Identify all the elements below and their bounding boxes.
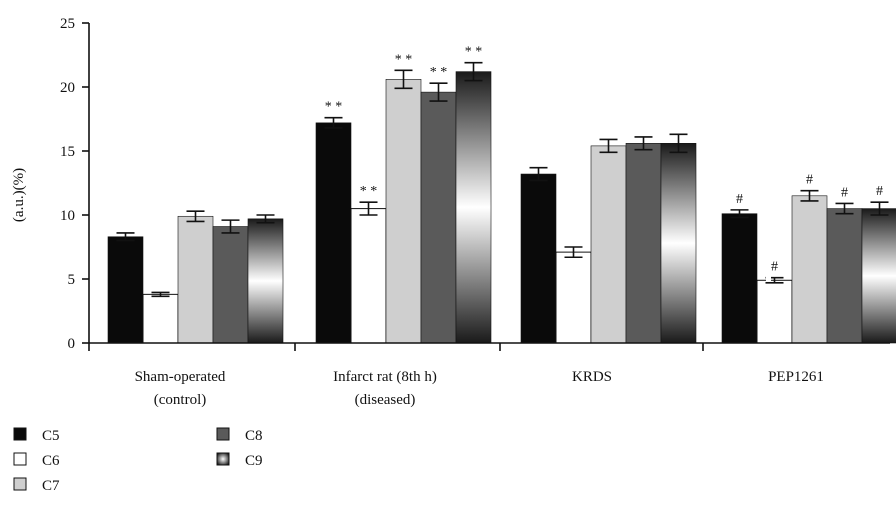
- bar-c8-group-1: [212, 226, 249, 344]
- x-category-label: Sham-operated: [135, 369, 226, 385]
- bar-c7-group-1: [177, 215, 214, 344]
- bar-c7-group-3: [590, 145, 627, 344]
- legend-swatch-c9: [216, 452, 230, 466]
- y-tick-label: 0: [68, 336, 76, 352]
- bar-c6-group-1: [142, 293, 179, 344]
- bar-marker: [158, 230, 163, 239]
- bar-c5-group-2: [315, 122, 352, 344]
- x-category-sublabel: (diseased): [355, 392, 416, 408]
- y-tick-label: 20: [60, 80, 75, 96]
- significance-marker: #: [806, 173, 813, 188]
- significance-marker: #: [771, 260, 778, 275]
- bar-c6-group-4: [756, 279, 793, 344]
- bar-c6-group-2: [350, 208, 387, 344]
- y-tick-label: 5: [68, 272, 76, 288]
- bar-c8-group-2: [420, 91, 457, 344]
- significance-marker: * *: [430, 65, 448, 80]
- bar-c5-group-4: [721, 213, 758, 344]
- bar-c7-group-4: [791, 195, 828, 344]
- legend-label-c7: C7: [42, 478, 60, 494]
- significance-marker: #: [876, 184, 883, 199]
- x-category-label: KRDS: [572, 369, 612, 385]
- bar-c9-group-2: [455, 71, 492, 344]
- bar-c8-group-4: [826, 208, 863, 344]
- legend-label-c6: C6: [42, 453, 60, 469]
- significance-marker: #: [736, 192, 743, 207]
- significance-marker: * *: [465, 45, 483, 60]
- bar-c9-group-1: [247, 218, 284, 344]
- y-axis-label: (a.u.)(%): [11, 168, 27, 222]
- bar-marker: [766, 274, 771, 282]
- legend-label-c5: C5: [42, 428, 60, 444]
- bar-c6-group-3: [555, 251, 592, 344]
- bar-c7-group-2: [385, 79, 422, 344]
- significance-marker: * *: [395, 52, 413, 67]
- legend-swatch-c8: [216, 427, 230, 441]
- significance-marker: * *: [325, 100, 343, 115]
- legend-label-c8: C8: [245, 428, 263, 444]
- y-tick-label: 10: [60, 208, 75, 224]
- bar-c5-group-3: [520, 173, 557, 344]
- legend-swatch-c7: [13, 477, 27, 491]
- legend-swatch-c5: [13, 427, 27, 441]
- y-tick-label: 15: [60, 144, 75, 160]
- significance-marker: #: [841, 185, 848, 200]
- x-category-label: PEP1261: [768, 369, 824, 385]
- bar-c8-group-3: [625, 143, 662, 344]
- bar-c5-group-1: [107, 236, 144, 344]
- legend-swatch-c6: [13, 452, 27, 466]
- bar-c9-group-3: [660, 143, 697, 344]
- x-category-sublabel: (control): [154, 392, 206, 408]
- significance-marker: * *: [360, 184, 378, 199]
- bar-c9-group-4: [861, 208, 896, 344]
- legend-label-c9: C9: [245, 453, 263, 469]
- x-category-label: Infarct rat (8th h): [333, 369, 437, 385]
- y-tick-label: 25: [60, 16, 75, 32]
